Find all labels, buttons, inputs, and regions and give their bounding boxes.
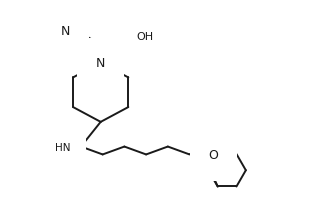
Text: N: N — [61, 24, 70, 38]
Text: OH: OH — [136, 32, 153, 42]
Text: N: N — [96, 57, 105, 70]
Text: O: O — [208, 149, 218, 162]
Text: HN: HN — [55, 143, 70, 153]
